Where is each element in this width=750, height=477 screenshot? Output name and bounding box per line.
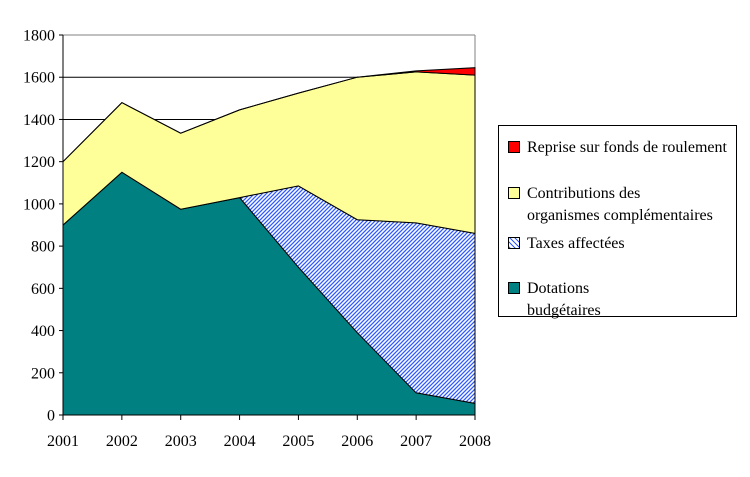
legend-label-dotations: Dotations budgétaires [527, 278, 601, 322]
y-axis-tick-label: 1800 [23, 28, 55, 45]
reprise-swatch-icon [508, 141, 520, 153]
area-reprise-sur-fonds-de-roulement [62, 67, 476, 163]
legend-item-dotations: Dotations budgétaires [508, 278, 732, 322]
legend-item-taxes: Taxes affectées [508, 233, 732, 255]
y-axis-tick-label: 800 [31, 239, 55, 256]
x-axis-labels: 2001 2002 2003 2004 2005 2006 2007 2008 [47, 433, 491, 450]
legend: Reprise sur fonds de roulement Contribut… [498, 125, 737, 319]
y-axis-tick-label: 0 [47, 408, 55, 425]
y-axis-tick-label: 1400 [23, 112, 55, 129]
x-axis-tick-label: 2006 [341, 433, 373, 450]
legend-label-line: Dotations [527, 280, 590, 297]
legend-item-reprise: Reprise sur fonds de roulement [508, 137, 732, 159]
y-axis-tick-label: 600 [31, 281, 55, 298]
legend-item-contributions: Contributions des organismes complémenta… [508, 183, 732, 227]
legend-label-taxes: Taxes affectées [527, 233, 625, 255]
axes [62, 35, 475, 416]
x-axis-tick-label: 2007 [400, 433, 432, 450]
x-axis-tick-label: 2001 [47, 433, 79, 450]
x-axis-tick-label: 2005 [282, 433, 314, 450]
legend-label-reprise: Reprise sur fonds de roulement [527, 137, 727, 159]
y-axis-tick-label: 1600 [23, 70, 55, 87]
legend-label-line: budgétaires [527, 302, 601, 319]
legend-label-line: Taxes affectées [527, 235, 625, 252]
dotations-swatch-icon [508, 282, 520, 294]
y-axis-tick-label: 400 [31, 323, 55, 340]
x-axis-tick-label: 2003 [165, 433, 197, 450]
taxes-swatch-icon [508, 237, 520, 249]
x-axis-tick-label: 2002 [106, 433, 138, 450]
y-axis-tick-label: 200 [31, 365, 55, 382]
y-axis-labels: 0 200 400 600 800 1000 1200 1400 1600 1800 [23, 28, 55, 425]
y-axis-tick-label: 1000 [23, 196, 55, 213]
x-axis-tick-label: 2008 [459, 433, 491, 450]
area-series [62, 67, 476, 416]
legend-label-line: Reprise sur fonds de roulement [527, 139, 727, 156]
contributions-swatch-icon [508, 187, 520, 199]
legend-label-line: organismes complémentaires [527, 207, 713, 224]
y-axis-tick-label: 1200 [23, 154, 55, 171]
legend-label-line: Contributions des [527, 185, 641, 202]
axis-ticks [59, 34, 476, 420]
x-axis-tick-label: 2004 [224, 433, 256, 450]
legend-label-contributions: Contributions des organismes complémenta… [527, 183, 713, 227]
